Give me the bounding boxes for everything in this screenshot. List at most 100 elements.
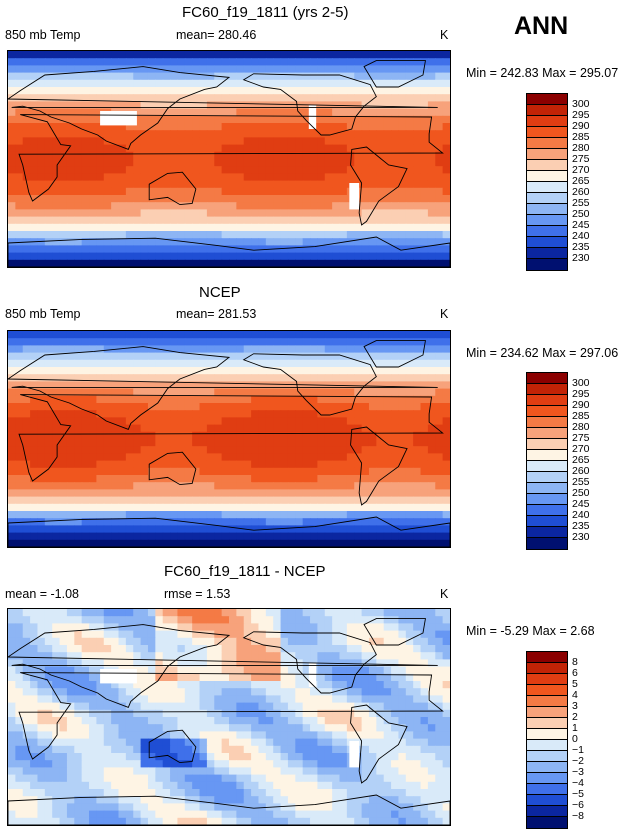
field-cell (162, 187, 171, 196)
field-cell (118, 439, 127, 447)
field-cell (30, 223, 39, 232)
field-cell (229, 195, 237, 203)
field-cell (44, 87, 53, 95)
field-cell (280, 475, 289, 483)
field-cell (435, 652, 444, 660)
field-cell (346, 609, 355, 617)
colorbar-label: 285 (572, 410, 590, 422)
season-label: ANN (514, 12, 569, 40)
field-cell (206, 724, 215, 732)
field-cell (89, 151, 97, 160)
field-cell (332, 72, 341, 81)
field-cell (413, 87, 422, 95)
field-cell (339, 645, 348, 653)
field-cell (258, 87, 267, 95)
field-cell (214, 115, 223, 124)
field-cell (147, 151, 156, 160)
field-cell (361, 417, 370, 426)
field-cell (295, 51, 304, 59)
field-cell (442, 439, 450, 447)
field-cell (287, 518, 296, 526)
field-cell (170, 511, 179, 519)
field-cell (383, 187, 392, 196)
field-cell (376, 338, 385, 346)
field-cell (59, 115, 68, 124)
field-cell (229, 395, 237, 404)
field-cell (192, 695, 201, 704)
field-cell (361, 431, 370, 440)
field-cell (8, 460, 16, 469)
field-cell (22, 202, 31, 210)
field-cell (125, 702, 134, 711)
field-cell (37, 496, 46, 505)
field-cell (177, 79, 186, 88)
field-cell (391, 652, 400, 660)
field-cell (302, 695, 311, 704)
field-cell (89, 223, 97, 232)
field-cell (184, 108, 193, 117)
field-cell (118, 489, 127, 498)
field-cell (66, 180, 75, 189)
field-cell (22, 709, 31, 718)
field-cell (30, 252, 39, 261)
field-cell (420, 202, 429, 210)
field-cell (206, 666, 215, 675)
field-cell (199, 659, 208, 668)
field-cell (8, 209, 16, 218)
field-cell (243, 202, 252, 210)
field-cell (52, 388, 61, 397)
field-cell (332, 137, 341, 146)
field-cell (59, 630, 68, 639)
field-cell (118, 209, 127, 218)
field-cell (89, 496, 97, 505)
field-cell (15, 403, 24, 411)
field-cell (140, 216, 149, 225)
field-cell (332, 202, 341, 210)
field-cell (405, 482, 414, 490)
field-cell (280, 453, 289, 462)
field-cell (435, 475, 444, 483)
field-cell (427, 195, 436, 203)
field-cell (133, 367, 142, 375)
field-cell (295, 137, 304, 146)
field-cell (427, 187, 436, 196)
field-cell (435, 367, 444, 375)
field-cell (442, 503, 450, 512)
field-cell (391, 101, 400, 110)
field-cell (52, 345, 61, 354)
field-cell (59, 187, 68, 196)
field-cell (339, 753, 348, 761)
field-cell (383, 245, 392, 254)
field-cell (111, 446, 120, 454)
field-cell (140, 467, 149, 476)
field-cell (287, 130, 296, 138)
field-cell (206, 195, 215, 203)
field-cell (74, 72, 83, 81)
field-cell (420, 503, 429, 512)
field-cell (37, 410, 46, 418)
field-cell (361, 252, 370, 261)
field-cell (170, 453, 179, 462)
field-cell (229, 539, 237, 547)
field-cell (413, 695, 422, 704)
field-cell (140, 731, 149, 740)
field-cell (442, 195, 450, 203)
field-cell (346, 137, 355, 146)
field-cell (52, 209, 61, 218)
field-cell (147, 525, 156, 534)
field-cell (37, 79, 46, 88)
panel2-variable: 850 mb Temp (5, 307, 81, 321)
field-cell (310, 417, 318, 426)
field-cell (280, 216, 289, 225)
field-cell (30, 467, 39, 476)
field-cell (133, 137, 142, 146)
field-cell (125, 738, 134, 747)
field-cell (81, 453, 90, 462)
field-cell (103, 616, 112, 624)
field-cell (420, 173, 429, 182)
field-cell (427, 58, 436, 66)
field-cell (140, 180, 149, 189)
field-cell (103, 439, 112, 447)
field-cell (280, 637, 289, 646)
field-cell (236, 482, 245, 490)
